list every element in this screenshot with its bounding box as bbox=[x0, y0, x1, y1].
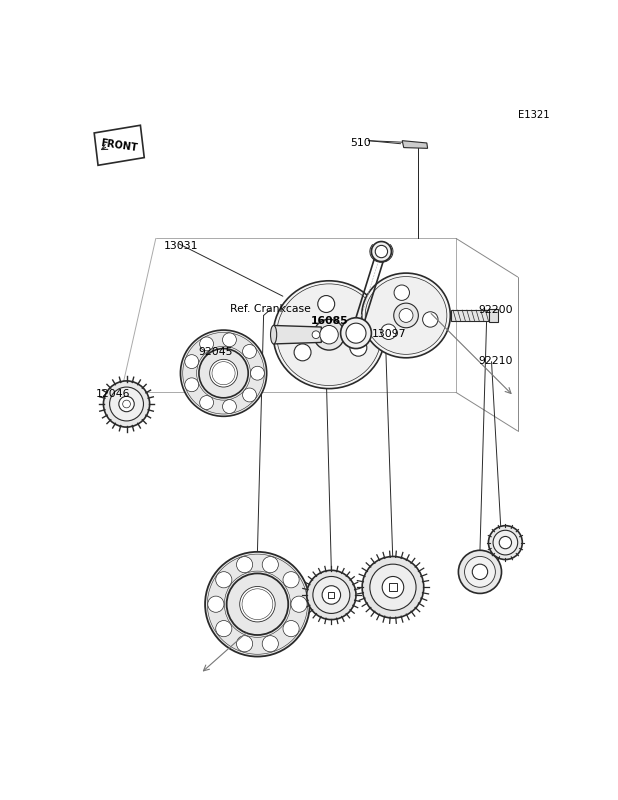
Circle shape bbox=[294, 344, 311, 361]
Circle shape bbox=[243, 388, 256, 402]
Circle shape bbox=[318, 295, 335, 313]
Ellipse shape bbox=[277, 284, 381, 386]
Circle shape bbox=[250, 366, 265, 380]
Circle shape bbox=[185, 378, 198, 392]
Ellipse shape bbox=[271, 326, 277, 344]
Polygon shape bbox=[402, 141, 428, 148]
Circle shape bbox=[362, 557, 424, 618]
Circle shape bbox=[370, 564, 416, 610]
Bar bbox=[328, 592, 334, 598]
Text: 92200: 92200 bbox=[478, 306, 513, 315]
Circle shape bbox=[227, 574, 288, 635]
Circle shape bbox=[346, 323, 366, 343]
Circle shape bbox=[222, 400, 236, 414]
Text: 12046: 12046 bbox=[96, 389, 130, 398]
Circle shape bbox=[312, 331, 320, 338]
Circle shape bbox=[216, 572, 232, 588]
Circle shape bbox=[208, 596, 224, 612]
Circle shape bbox=[119, 396, 134, 412]
Bar bbox=[451, 310, 493, 321]
Circle shape bbox=[291, 596, 307, 612]
Text: 13031: 13031 bbox=[164, 241, 198, 250]
Circle shape bbox=[262, 557, 278, 573]
Polygon shape bbox=[94, 126, 144, 166]
Circle shape bbox=[222, 333, 236, 346]
Circle shape bbox=[307, 570, 356, 619]
Bar bbox=[489, 310, 499, 322]
Circle shape bbox=[371, 242, 391, 262]
Text: Ref. Crankcase: Ref. Crankcase bbox=[231, 304, 311, 314]
Circle shape bbox=[465, 557, 496, 587]
Circle shape bbox=[103, 381, 150, 427]
Circle shape bbox=[399, 309, 413, 322]
Circle shape bbox=[488, 526, 522, 559]
Circle shape bbox=[200, 337, 214, 350]
Circle shape bbox=[216, 621, 232, 637]
Circle shape bbox=[237, 636, 253, 652]
Ellipse shape bbox=[365, 277, 447, 354]
Circle shape bbox=[199, 349, 248, 398]
Text: FRONT: FRONT bbox=[99, 138, 138, 153]
Circle shape bbox=[320, 326, 338, 344]
Text: 92210: 92210 bbox=[478, 356, 513, 366]
Circle shape bbox=[382, 577, 404, 598]
Circle shape bbox=[243, 345, 256, 358]
Circle shape bbox=[322, 586, 341, 604]
Text: 92045: 92045 bbox=[198, 347, 232, 357]
Circle shape bbox=[123, 400, 130, 408]
Circle shape bbox=[499, 537, 512, 549]
Circle shape bbox=[205, 552, 310, 657]
Circle shape bbox=[180, 330, 267, 416]
Circle shape bbox=[314, 319, 344, 350]
Circle shape bbox=[200, 396, 214, 410]
Circle shape bbox=[459, 550, 502, 594]
Circle shape bbox=[375, 246, 387, 258]
Bar bbox=[389, 583, 397, 591]
Circle shape bbox=[341, 318, 371, 349]
Circle shape bbox=[283, 621, 299, 637]
Circle shape bbox=[313, 577, 350, 614]
Circle shape bbox=[237, 557, 253, 573]
Text: 510: 510 bbox=[350, 138, 371, 148]
Circle shape bbox=[394, 285, 410, 301]
Circle shape bbox=[210, 359, 237, 387]
Circle shape bbox=[350, 339, 367, 356]
Text: 16085: 16085 bbox=[311, 316, 348, 326]
Text: 13097: 13097 bbox=[372, 329, 407, 338]
Ellipse shape bbox=[362, 273, 451, 358]
Circle shape bbox=[381, 324, 396, 339]
Circle shape bbox=[394, 303, 418, 328]
Circle shape bbox=[262, 636, 278, 652]
Circle shape bbox=[109, 387, 143, 421]
Circle shape bbox=[423, 312, 438, 327]
Circle shape bbox=[240, 586, 275, 622]
Text: E1321: E1321 bbox=[518, 110, 549, 120]
Circle shape bbox=[283, 572, 299, 588]
Ellipse shape bbox=[273, 281, 385, 389]
Circle shape bbox=[185, 354, 198, 369]
Circle shape bbox=[493, 530, 518, 555]
Polygon shape bbox=[274, 326, 321, 344]
Circle shape bbox=[472, 564, 488, 579]
